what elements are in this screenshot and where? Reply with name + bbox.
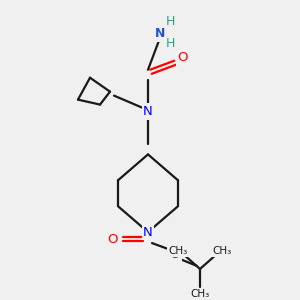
Text: CH₃: CH₃ — [168, 246, 188, 256]
Text: H: H — [165, 37, 175, 50]
Text: N: N — [155, 27, 165, 40]
Text: N: N — [143, 226, 153, 238]
Text: CH₃: CH₃ — [212, 246, 232, 256]
Text: CH₃: CH₃ — [190, 289, 210, 299]
Text: O: O — [108, 232, 118, 246]
Text: H: H — [165, 15, 175, 28]
Text: O: O — [170, 248, 180, 260]
Text: N: N — [143, 105, 153, 118]
Text: O: O — [178, 51, 188, 64]
